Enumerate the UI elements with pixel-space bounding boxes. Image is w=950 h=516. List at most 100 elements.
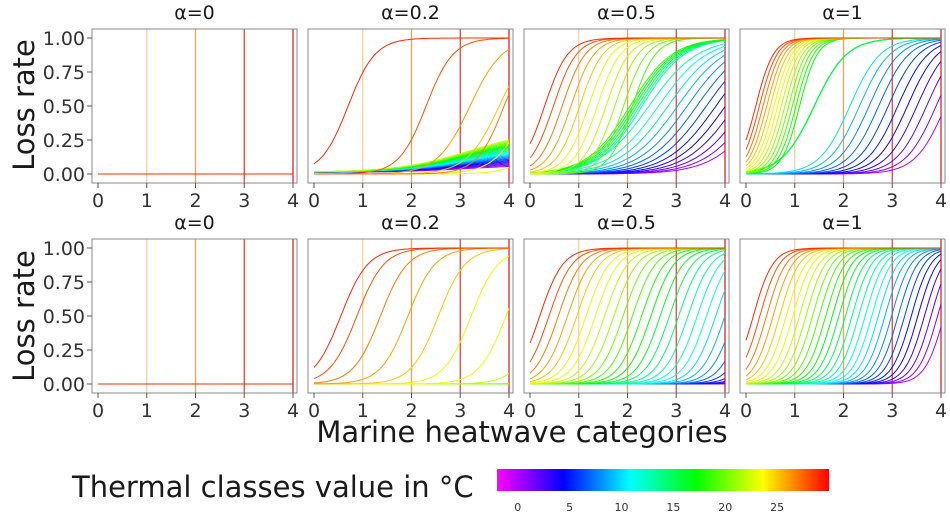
panels-grid: α=00 1 2 3 40.000.250.500.751.00α=0.20 1 2 3 4α=… (43, 2, 947, 422)
x-tick-label: 4 (287, 400, 299, 422)
y-tick-label: 1.00 (43, 28, 85, 50)
series-line-t28 (314, 37, 509, 175)
x-tick-label: 2 (405, 400, 417, 422)
panel-background (92, 29, 297, 183)
panel-title: α=1 (822, 2, 863, 24)
series-group (529, 37, 726, 175)
series-line-t9 (746, 38, 942, 175)
panel-title: α=1 (822, 212, 863, 234)
colorbar-tick-label: 5 (566, 501, 573, 514)
series-group (529, 247, 726, 385)
x-tick-label: 1 (357, 400, 369, 422)
series-line-t17 (529, 39, 726, 174)
x-tick-label: 0 (308, 400, 320, 422)
x-tick-label: 2 (405, 190, 417, 212)
x-tick-label: 1 (789, 400, 801, 422)
colorbar-tick-label: 0 (514, 501, 521, 514)
x-tick-label: 2 (189, 400, 201, 422)
colorbar-tick-label: 25 (770, 501, 784, 514)
panel-frame (739, 28, 946, 184)
colorbar-label: Thermal classes value in °C (71, 470, 474, 504)
panel-r1-p3: α=0.5 0 1 2 3 4 (523, 2, 731, 212)
x-tick-label: 4 (503, 400, 515, 422)
x-tick-label: 3 (238, 190, 250, 212)
series-group (313, 37, 510, 175)
y-tick-label: 0.00 (43, 164, 85, 186)
series-line-t25 (314, 248, 510, 385)
x-tick-label: 2 (189, 190, 201, 212)
series-line-t22 (314, 139, 510, 173)
panel-frame (307, 28, 514, 184)
panel-title: α=0 (174, 2, 215, 24)
x-tick-label: 3 (886, 400, 898, 422)
panel-frame (307, 238, 514, 394)
x-tick-label: 0 (524, 190, 536, 212)
y-tick-label: 0.75 (43, 272, 85, 294)
x-tick-label: 2 (837, 190, 849, 212)
panel-frame (523, 238, 730, 394)
x-tick-label: 4 (287, 190, 299, 212)
series-line-t18 (529, 39, 726, 174)
series-line-t29 (529, 37, 725, 145)
panel-title: α=0.5 (597, 212, 656, 234)
series-group (745, 247, 942, 385)
colorbar (497, 469, 829, 491)
x-tick-label: 4 (719, 400, 731, 422)
panel-r2-p4: α=1 0 1 2 3 4 (739, 212, 947, 422)
x-tick-label: 1 (141, 190, 153, 212)
x-tick-label: 3 (886, 190, 898, 212)
panel-title: α=0.2 (381, 2, 440, 24)
x-tick-label: 0 (740, 400, 752, 422)
series-line-t26 (313, 247, 509, 385)
panel-background (524, 29, 729, 183)
colorbar-tick-label: 15 (666, 501, 680, 514)
y-tick-label: 0.50 (43, 96, 85, 118)
x-tick-label: 0 (308, 190, 320, 212)
panel-r2-p2: α=0.2 0 1 2 3 4 (307, 212, 515, 422)
series-line-t10 (745, 37, 942, 175)
panel-title: α=0.5 (597, 2, 656, 24)
series-group (745, 37, 942, 175)
y-tick-label: 0.50 (43, 306, 85, 328)
x-tick-label: 1 (357, 190, 369, 212)
y-tick-label: 0.25 (43, 130, 85, 152)
panel-r1-p4: α=1 0 1 2 3 4 (739, 2, 947, 212)
panel-background (740, 239, 945, 393)
y-axis-label-bottom: Loss rate (7, 250, 41, 382)
panel-title: α=0 (174, 212, 215, 234)
y-tick-label: 0.25 (43, 340, 85, 362)
panel-background (524, 239, 729, 393)
x-tick-label: 4 (935, 400, 947, 422)
series-line-t29 (745, 247, 941, 341)
panel-background (308, 239, 513, 393)
x-tick-label: 3 (670, 190, 682, 212)
y-tick-label: 1.00 (43, 238, 85, 260)
x-tick-label: 4 (935, 190, 947, 212)
panel-r1-p1: α=0 0 1 2 3 4 0.00 0.25 0.50 0.75 1.00 (43, 2, 299, 212)
x-tick-label: 2 (837, 400, 849, 422)
series-group (313, 247, 510, 385)
colorbar-tick-label: 10 (615, 501, 629, 514)
x-axis-label: Marine heatwave categories (316, 415, 727, 449)
x-tick-label: 4 (503, 190, 515, 212)
panel-title: α=0.2 (381, 212, 440, 234)
panel-r1-p2: α=0.2 0 1 2 3 4 (307, 2, 515, 212)
y-axis-label-top: Loss rate (7, 39, 41, 171)
series-line-t29 (313, 247, 509, 368)
x-tick-label: 2 (621, 190, 633, 212)
panel-r2-p3: α=0.5 0 1 2 3 4 (523, 212, 731, 422)
colorbar-ticks: 0 5 10 15 20 25 (514, 501, 784, 514)
x-tick-label: 0 (740, 190, 752, 212)
y-tick-label: 0.00 (43, 374, 85, 396)
x-tick-label: 3 (670, 400, 682, 422)
x-tick-label: 4 (719, 190, 731, 212)
series-line-t29 (313, 37, 509, 165)
series-line-t29 (745, 37, 941, 141)
x-tick-label: 1 (573, 190, 585, 212)
x-tick-label: 0 (524, 400, 536, 422)
x-tick-label: 0 (92, 190, 104, 212)
panel-r2-p1: α=0 0 1 2 3 4 0.00 0.25 0.50 0.75 1.00 (43, 212, 299, 422)
panel-background (92, 239, 297, 393)
x-tick-label: 1 (789, 190, 801, 212)
